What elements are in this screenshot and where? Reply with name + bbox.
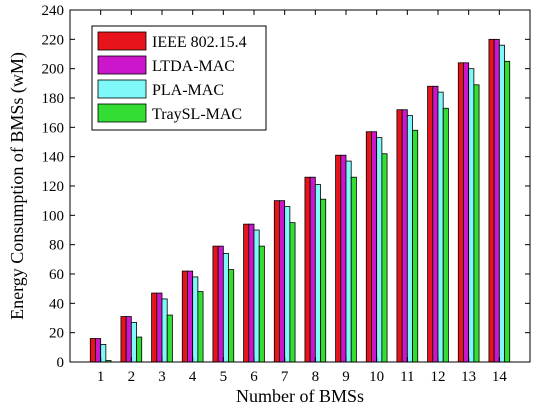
bar-traysl-mac-11 bbox=[412, 129, 419, 363]
bar-pla-mac-10 bbox=[376, 137, 383, 363]
bar-ieee-802-15-4-3 bbox=[151, 292, 158, 363]
bar-traysl-mac-3 bbox=[166, 314, 173, 363]
bar-ieee-802-15-4-2 bbox=[120, 316, 127, 363]
bar-pla-mac-13 bbox=[468, 68, 475, 363]
x-tick-label: 1 bbox=[97, 369, 105, 385]
bar-ieee-802-15-4-9 bbox=[335, 154, 342, 363]
bar-ieee-802-15-4-4 bbox=[181, 270, 188, 363]
bar-ieee-802-15-4-12 bbox=[427, 85, 434, 363]
bar-ltda-mac-9 bbox=[340, 154, 347, 363]
bar-pla-mac-3 bbox=[161, 298, 168, 363]
bar-ltda-mac-12 bbox=[432, 85, 439, 363]
y-tick-label: 180 bbox=[42, 91, 65, 107]
legend-swatch bbox=[97, 31, 147, 51]
bar-ieee-802-15-4-7 bbox=[273, 200, 280, 363]
bar-traysl-mac-5 bbox=[228, 269, 235, 363]
y-tick-label: 160 bbox=[42, 120, 65, 136]
bar-pla-mac-5 bbox=[222, 253, 229, 363]
legend-label: TraySL-MAC bbox=[152, 106, 242, 123]
bar-pla-mac-6 bbox=[253, 229, 260, 363]
bar-pla-mac-14 bbox=[498, 44, 505, 363]
y-tick-label: 60 bbox=[49, 267, 64, 283]
x-tick-label: 10 bbox=[369, 369, 384, 385]
bar-traysl-mac-8 bbox=[320, 198, 327, 363]
x-tick-label: 13 bbox=[461, 369, 476, 385]
bar-ltda-mac-13 bbox=[463, 62, 470, 363]
bar-pla-mac-12 bbox=[437, 91, 444, 363]
bar-traysl-mac-6 bbox=[258, 245, 265, 363]
bar-traysl-mac-7 bbox=[289, 222, 296, 363]
bars-layer bbox=[89, 38, 511, 363]
bar-pla-mac-1 bbox=[100, 343, 107, 363]
bar-ieee-802-15-4-1 bbox=[89, 338, 96, 363]
y-tick-label: 0 bbox=[57, 355, 65, 371]
bar-ieee-802-15-4-6 bbox=[243, 223, 250, 363]
y-tick-label: 140 bbox=[42, 150, 65, 166]
y-tick-label: 80 bbox=[49, 238, 64, 254]
bar-pla-mac-9 bbox=[345, 160, 352, 363]
x-tick-label: 11 bbox=[400, 369, 414, 385]
bar-ltda-mac-11 bbox=[401, 109, 408, 363]
legend-label: LTDA-MAC bbox=[152, 58, 235, 75]
bar-ieee-802-15-4-5 bbox=[212, 245, 219, 363]
y-tick-label: 20 bbox=[49, 326, 64, 342]
x-tick-label: 6 bbox=[250, 369, 258, 385]
x-tick-label: 2 bbox=[128, 369, 136, 385]
bar-traysl-mac-10 bbox=[381, 153, 388, 363]
bar-ltda-mac-14 bbox=[493, 38, 500, 363]
bar-ltda-mac-7 bbox=[279, 200, 286, 363]
y-tick-label: 200 bbox=[42, 62, 65, 78]
bar-ltda-mac-10 bbox=[371, 131, 378, 363]
bar-ltda-mac-4 bbox=[187, 270, 194, 363]
bar-ltda-mac-2 bbox=[125, 316, 132, 363]
y-tick-label: 220 bbox=[42, 32, 65, 48]
bar-traysl-mac-2 bbox=[136, 336, 143, 363]
bar-pla-mac-11 bbox=[406, 115, 413, 363]
legend-swatch bbox=[97, 55, 147, 75]
bar-ltda-mac-6 bbox=[248, 223, 255, 363]
x-tick-label: 7 bbox=[281, 369, 289, 385]
bar-ieee-802-15-4-10 bbox=[365, 131, 372, 363]
x-tick-label: 14 bbox=[492, 369, 508, 385]
x-tick-label: 12 bbox=[431, 369, 446, 385]
bar-ieee-802-15-4-13 bbox=[457, 62, 464, 363]
legend-swatch bbox=[97, 79, 147, 99]
legend-label: PLA-MAC bbox=[152, 82, 224, 99]
bar-ieee-802-15-4-14 bbox=[488, 38, 495, 363]
bar-pla-mac-4 bbox=[192, 276, 199, 363]
bar-pla-mac-8 bbox=[314, 184, 321, 363]
x-tick-label: 4 bbox=[189, 369, 197, 385]
bar-traysl-mac-9 bbox=[350, 176, 357, 363]
bar-traysl-mac-12 bbox=[442, 107, 449, 363]
y-tick-label: 100 bbox=[42, 208, 65, 224]
legend-label: IEEE 802.15.4 bbox=[152, 34, 247, 51]
bar-pla-mac-7 bbox=[284, 206, 291, 363]
bar-ieee-802-15-4-8 bbox=[304, 176, 311, 363]
x-tick-label: 9 bbox=[342, 369, 350, 385]
bar-ltda-mac-8 bbox=[309, 176, 316, 363]
legend: IEEE 802.15.4 LTDA-MAC PLA-MAC TraySL-MAC bbox=[91, 25, 267, 131]
bar-pla-mac-2 bbox=[130, 321, 137, 363]
x-axis-label: Number of BMSs bbox=[236, 386, 364, 406]
y-tick-label: 240 bbox=[42, 3, 65, 19]
x-tick-label: 8 bbox=[312, 369, 320, 385]
bar-ltda-mac-1 bbox=[95, 338, 102, 363]
x-tick-label: 3 bbox=[158, 369, 166, 385]
bar-traysl-mac-13 bbox=[473, 84, 480, 363]
x-tick-label: 5 bbox=[220, 369, 228, 385]
bar-traysl-mac-14 bbox=[504, 60, 511, 363]
y-axis-label: Energy Consumption of BMSs (wM) bbox=[7, 52, 28, 320]
bar-ieee-802-15-4-11 bbox=[396, 109, 403, 363]
bar-ltda-mac-3 bbox=[156, 292, 163, 363]
y-tick-label: 120 bbox=[42, 179, 65, 195]
bar-ltda-mac-5 bbox=[217, 245, 224, 363]
y-tick-label: 40 bbox=[49, 296, 64, 312]
legend-swatch bbox=[97, 103, 147, 123]
bar-traysl-mac-4 bbox=[197, 291, 204, 363]
